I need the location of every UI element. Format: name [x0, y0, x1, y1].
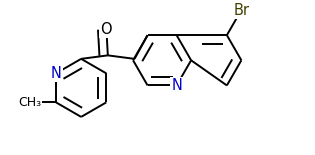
Text: N: N: [171, 78, 182, 93]
Text: Br: Br: [233, 2, 249, 18]
Text: CH₃: CH₃: [18, 96, 42, 109]
Text: O: O: [100, 22, 112, 37]
Text: N: N: [51, 66, 61, 81]
